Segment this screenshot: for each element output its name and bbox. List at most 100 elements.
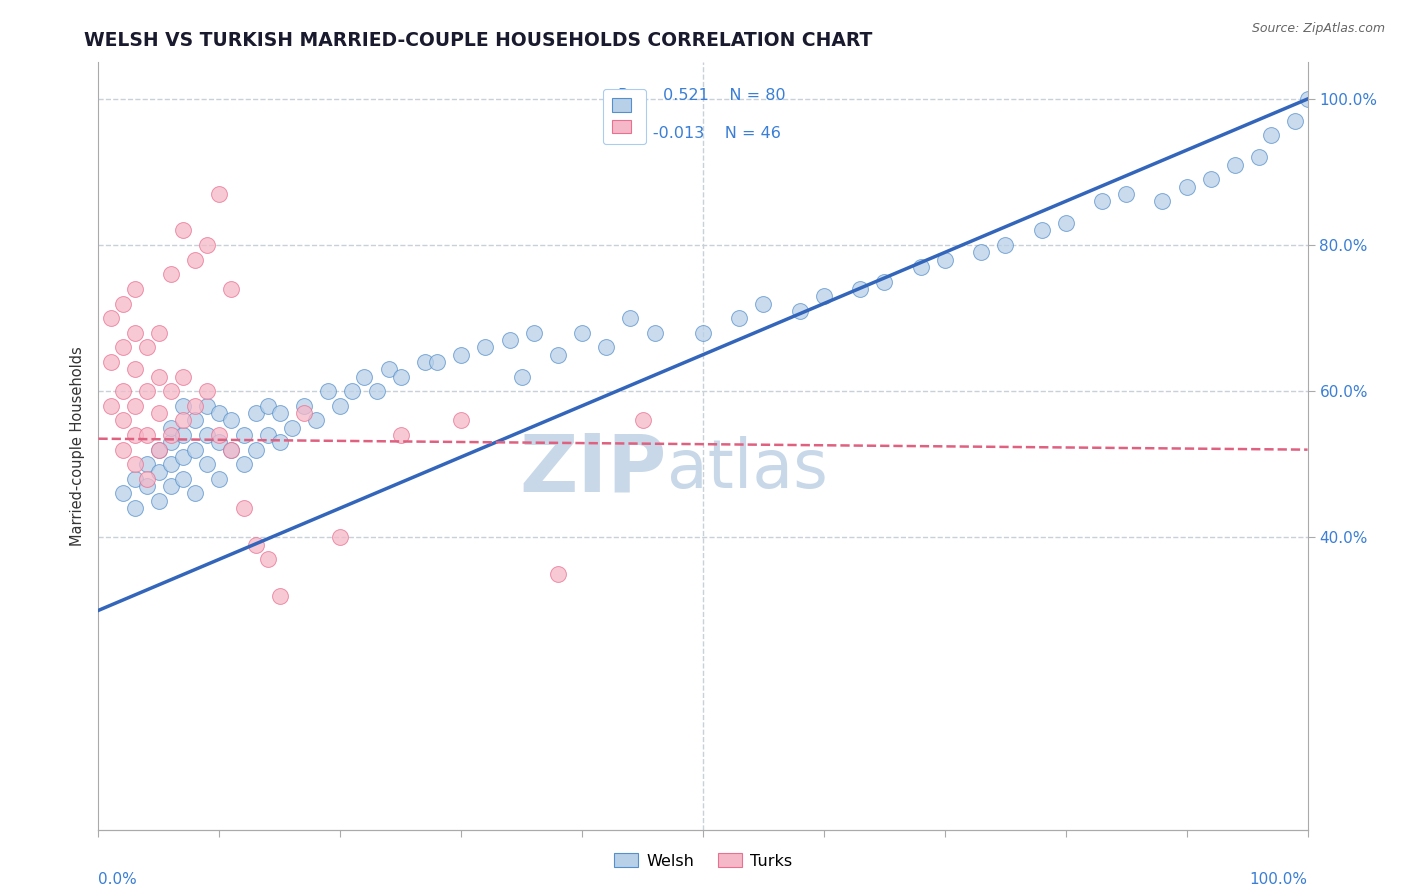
Point bbox=[269, 435, 291, 450]
Point bbox=[221, 442, 243, 457]
Point bbox=[160, 428, 183, 442]
Point bbox=[221, 413, 243, 427]
Point bbox=[1284, 114, 1306, 128]
Point bbox=[353, 369, 375, 384]
Point bbox=[389, 428, 412, 442]
Point bbox=[148, 442, 170, 457]
Point bbox=[172, 428, 194, 442]
Point bbox=[208, 472, 231, 486]
Point bbox=[160, 435, 183, 450]
Point bbox=[752, 296, 775, 310]
Point bbox=[305, 413, 328, 427]
Point bbox=[172, 472, 194, 486]
Point bbox=[135, 340, 157, 354]
Point bbox=[631, 413, 654, 427]
Point bbox=[148, 326, 170, 340]
Point bbox=[1152, 194, 1174, 209]
Point bbox=[184, 442, 207, 457]
Point bbox=[100, 355, 122, 369]
Point bbox=[124, 362, 146, 376]
Point bbox=[111, 486, 134, 500]
Point bbox=[100, 399, 122, 413]
Point bbox=[172, 223, 194, 237]
Point bbox=[184, 399, 207, 413]
Point bbox=[329, 530, 352, 544]
Point bbox=[1115, 186, 1137, 201]
Point bbox=[135, 384, 157, 399]
Point bbox=[184, 413, 207, 427]
Point bbox=[111, 442, 134, 457]
Point bbox=[111, 296, 134, 310]
Point bbox=[873, 275, 896, 289]
Point bbox=[160, 421, 183, 435]
Point bbox=[160, 384, 183, 399]
Point bbox=[1249, 150, 1271, 164]
Point bbox=[195, 457, 218, 471]
Point bbox=[728, 311, 751, 326]
Point bbox=[124, 282, 146, 296]
Point bbox=[1091, 194, 1114, 209]
Point bbox=[256, 552, 278, 566]
Point bbox=[195, 399, 218, 413]
Point bbox=[498, 333, 520, 347]
Point bbox=[256, 428, 278, 442]
Point bbox=[523, 326, 546, 340]
Point bbox=[124, 501, 146, 516]
Point bbox=[232, 501, 254, 516]
Point bbox=[426, 355, 449, 369]
Point bbox=[245, 406, 267, 420]
Point bbox=[292, 399, 315, 413]
Point bbox=[195, 428, 218, 442]
Point bbox=[389, 369, 412, 384]
Legend: , : , bbox=[603, 89, 645, 144]
Point bbox=[172, 413, 194, 427]
Point bbox=[208, 435, 231, 450]
Point bbox=[208, 406, 231, 420]
Point bbox=[692, 326, 714, 340]
Point bbox=[849, 282, 872, 296]
Text: R = -0.013    N = 46: R = -0.013 N = 46 bbox=[619, 126, 782, 141]
Point bbox=[221, 282, 243, 296]
Point bbox=[256, 399, 278, 413]
Text: 100.0%: 100.0% bbox=[1250, 871, 1308, 887]
Point bbox=[208, 428, 231, 442]
Point bbox=[124, 472, 146, 486]
Point bbox=[111, 384, 134, 399]
Point bbox=[510, 369, 533, 384]
Point bbox=[148, 442, 170, 457]
Point bbox=[148, 465, 170, 479]
Text: atlas: atlas bbox=[666, 436, 828, 502]
Point bbox=[450, 413, 472, 427]
Point bbox=[124, 457, 146, 471]
Point bbox=[474, 340, 496, 354]
Text: WELSH VS TURKISH MARRIED-COUPLE HOUSEHOLDS CORRELATION CHART: WELSH VS TURKISH MARRIED-COUPLE HOUSEHOL… bbox=[84, 31, 873, 50]
Point bbox=[232, 428, 254, 442]
Text: Source: ZipAtlas.com: Source: ZipAtlas.com bbox=[1251, 22, 1385, 36]
Point bbox=[124, 428, 146, 442]
Point bbox=[172, 369, 194, 384]
Point bbox=[100, 311, 122, 326]
Point bbox=[994, 238, 1017, 252]
Point bbox=[619, 311, 641, 326]
Point bbox=[571, 326, 593, 340]
Point bbox=[1175, 179, 1198, 194]
Point bbox=[232, 457, 254, 471]
Point bbox=[160, 479, 183, 493]
Point bbox=[172, 399, 194, 413]
Point bbox=[221, 442, 243, 457]
Point bbox=[813, 289, 835, 303]
Point bbox=[184, 486, 207, 500]
Text: ZIP: ZIP bbox=[519, 430, 666, 508]
Point bbox=[195, 384, 218, 399]
Point bbox=[934, 252, 956, 267]
Point bbox=[547, 348, 569, 362]
Y-axis label: Married-couple Households: Married-couple Households bbox=[69, 346, 84, 546]
Point bbox=[135, 472, 157, 486]
Point bbox=[124, 399, 146, 413]
Point bbox=[292, 406, 315, 420]
Point bbox=[1054, 216, 1077, 230]
Point bbox=[269, 406, 291, 420]
Point bbox=[111, 413, 134, 427]
Point bbox=[160, 268, 183, 282]
Point bbox=[316, 384, 339, 399]
